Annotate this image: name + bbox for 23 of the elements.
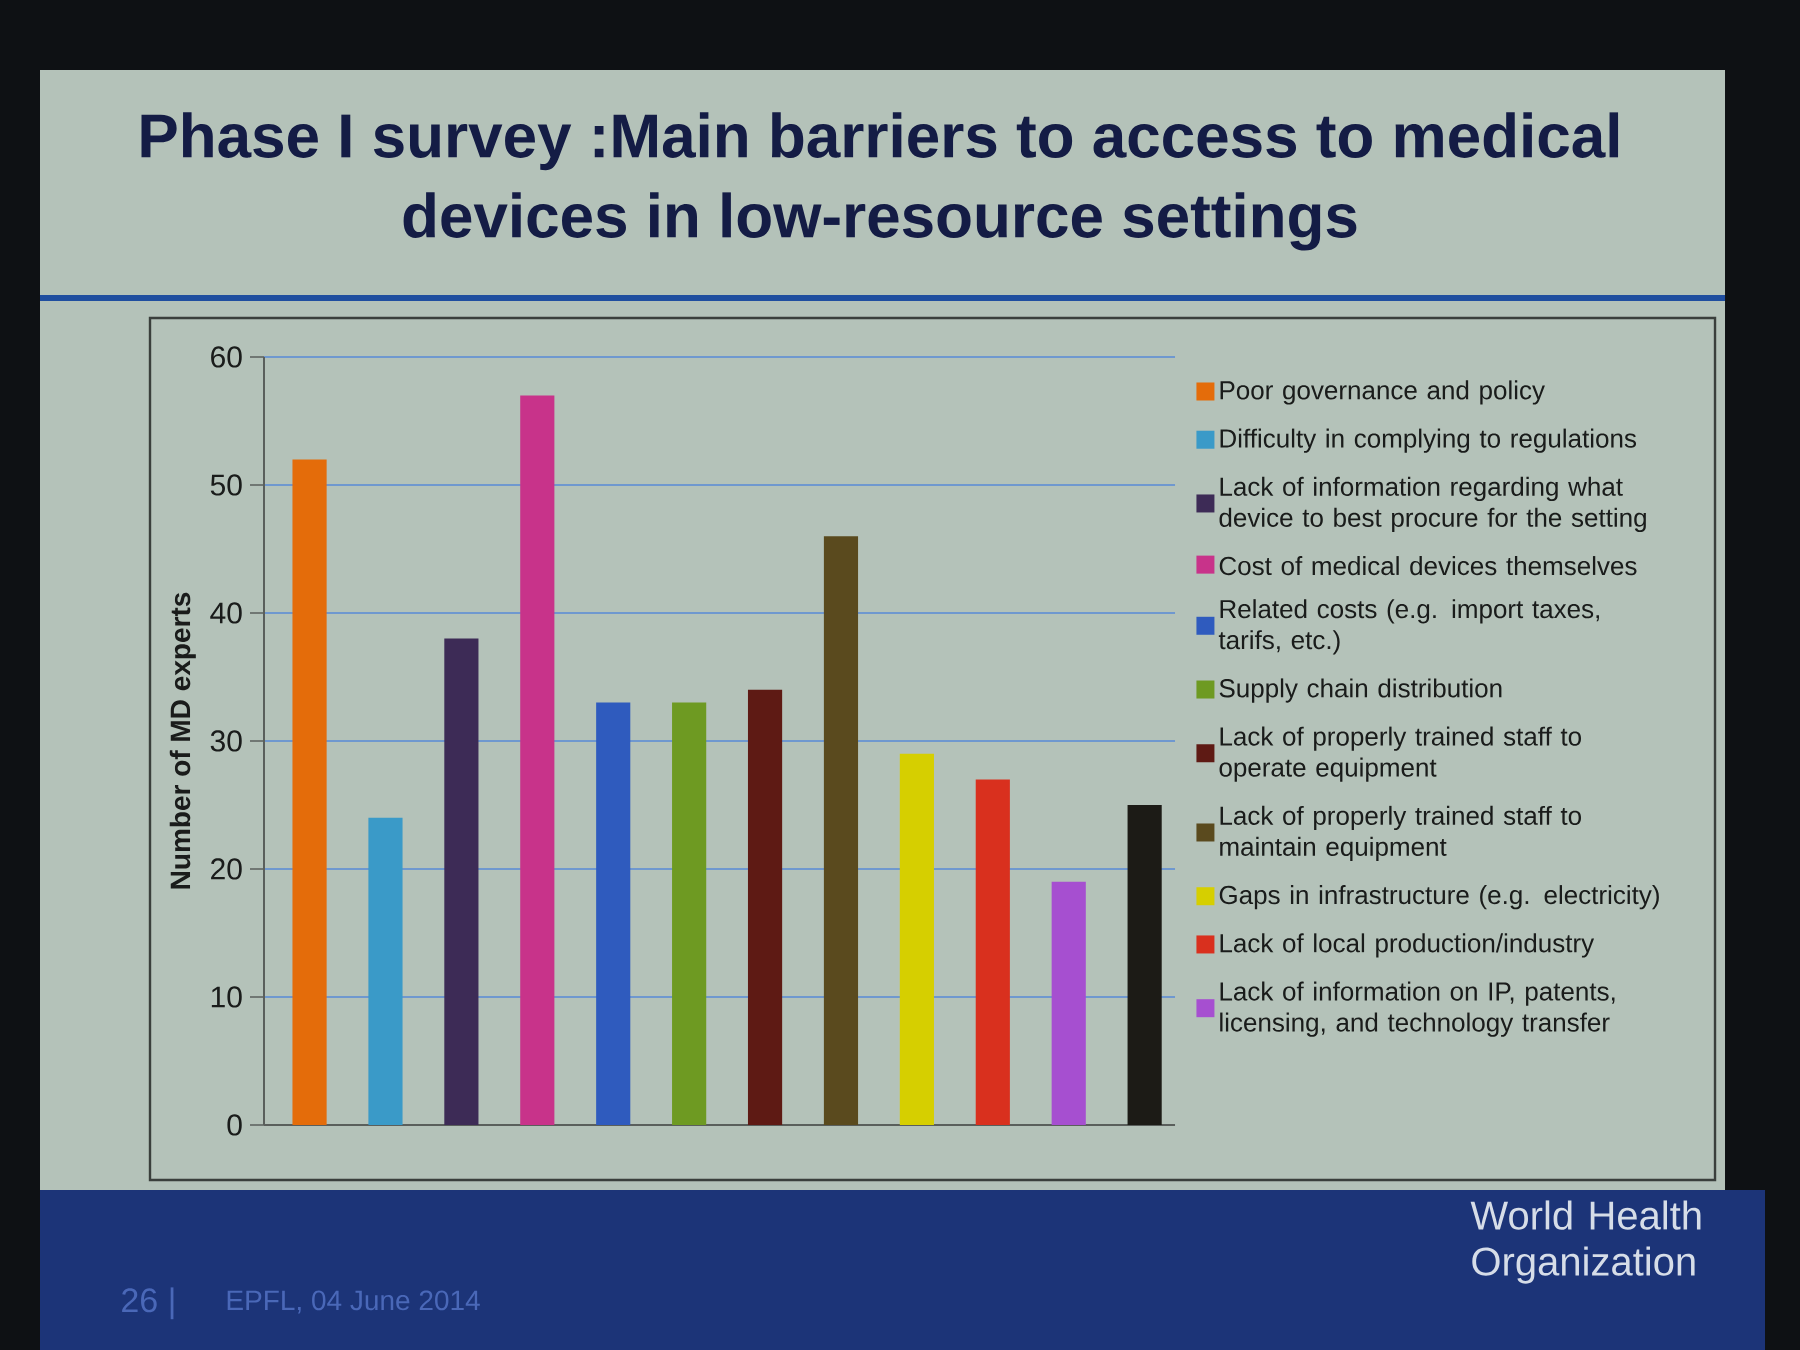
legend-label: Lack of information regarding what device to best procure for the setting <box>1219 476 1646 533</box>
y-tick-label: 60 <box>211 346 242 368</box>
y-tick-label: 40 <box>210 602 242 624</box>
legend-label: Difficulty in complying to regulations <box>1220 428 1637 453</box>
y-tick-label: 30 <box>210 730 242 752</box>
y-tick-label: 10 <box>211 986 242 1008</box>
text: World Health Organization <box>1470 1200 1701 1284</box>
legend-label: Supply chain distribution <box>1219 678 1502 703</box>
legend-label: Lack of properly trained staff to operate equipment <box>1219 726 1581 782</box>
y-tick-label: 50 <box>210 474 242 496</box>
text: EPFL, 04 June 2014 <box>227 1290 480 1314</box>
y-tick-label: 0 <box>227 1114 242 1136</box>
chart-title: Phase I survey :Main barriers to access to medical devices in low-resource settings <box>141 112 1619 251</box>
text: 26 | <box>122 1287 174 1320</box>
legend-label: Related costs (e.g. import taxes, tarifs, etc.) <box>1218 599 1599 655</box>
legend-label: Lack of properly trained staff to maintain equipment <box>1220 805 1581 862</box>
legend-label: Lack of local production/industry <box>1220 933 1595 958</box>
legend-label: Lack of information on IP, patents, licensing, and technology transfer <box>1220 981 1615 1037</box>
legend-label: Cost of medical devices themselves <box>1219 556 1637 576</box>
y-axis-title: Number of MD experts <box>169 592 196 889</box>
legend-label: Poor governance and policy <box>1220 380 1545 405</box>
y-tick-label: 20 <box>211 858 242 880</box>
legend-label: Gaps in infrastructure (e.g. electricity) <box>1219 885 1659 910</box>
